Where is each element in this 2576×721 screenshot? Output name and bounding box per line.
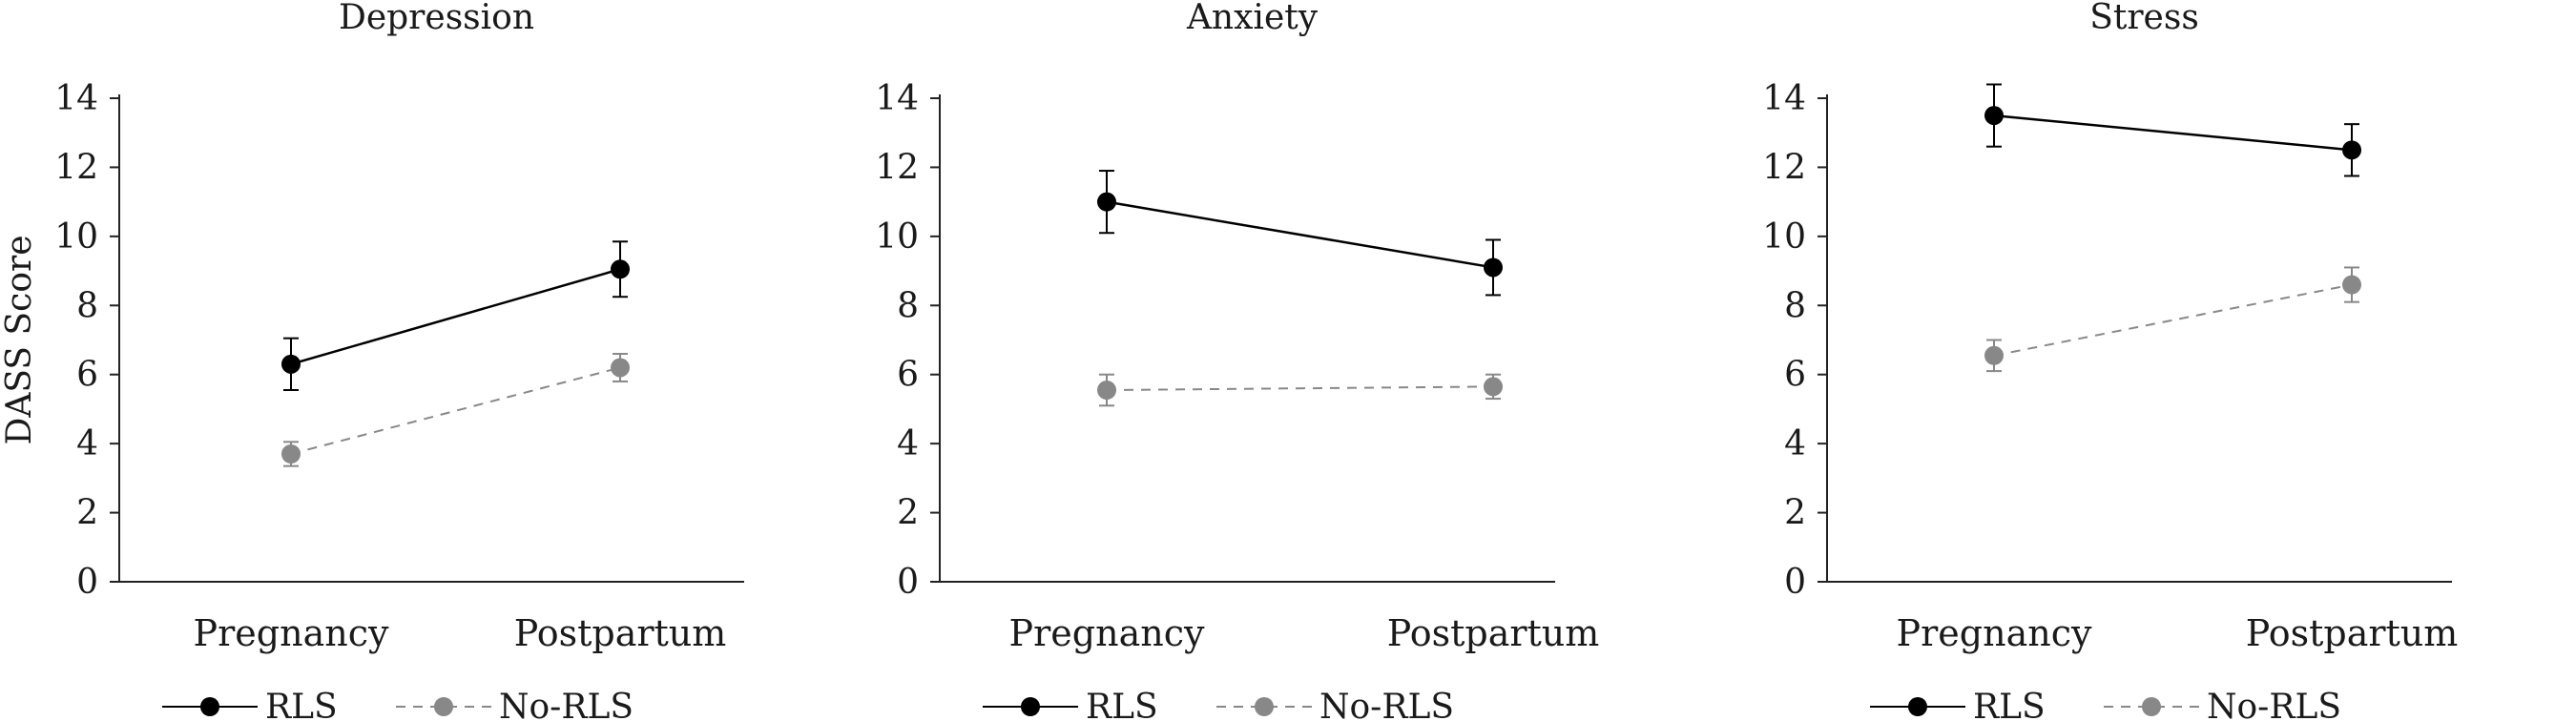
- data-point: [1097, 381, 1116, 401]
- x-category-label: Postpartum: [2246, 612, 2459, 654]
- chart-title: Anxiety: [1186, 0, 1319, 37]
- data-point: [1484, 377, 1503, 397]
- y-tick-label: 6: [897, 356, 919, 395]
- chart-panel-anxiety: Anxiety 0 2 4 6 8 10 12 14 Pregnancy Postpartum RLS…: [875, 0, 1599, 721]
- y-tick-label: 14: [1762, 79, 1806, 118]
- legend-label: No-RLS: [1319, 688, 1454, 721]
- data-point: [1984, 106, 2004, 126]
- chart-title: Stress: [2089, 0, 2199, 37]
- series-line-no-rls: [1106, 385, 1494, 392]
- y-tick-label: 12: [875, 148, 919, 187]
- x-category-label: Pregnancy: [1897, 612, 2092, 654]
- legend-label: No-RLS: [2207, 688, 2341, 721]
- legend-label: RLS: [265, 688, 338, 721]
- y-tick-label: 4: [1784, 424, 1806, 464]
- y-tick-label: 10: [1762, 217, 1806, 257]
- y-tick-label: 10: [875, 217, 919, 257]
- y-tick-label: 4: [76, 424, 98, 464]
- series-line-no-rls: [1993, 283, 2353, 357]
- chart-title: Depression: [339, 0, 534, 37]
- legend-marker-no-rls: [1255, 697, 1274, 716]
- y-tick-label: 0: [897, 563, 919, 602]
- y-tick-label: 8: [897, 286, 919, 325]
- y-tick-label: 0: [1784, 563, 1806, 602]
- y-tick-label: 2: [897, 494, 919, 533]
- y-tick-label: 8: [76, 286, 98, 325]
- series-line-no-rls: [290, 366, 621, 455]
- data-point: [611, 358, 630, 378]
- data-point: [1484, 258, 1503, 278]
- y-tick-label: 0: [76, 563, 98, 602]
- y-tick-label: 6: [1784, 356, 1806, 395]
- series-line-rls: [1993, 113, 2353, 152]
- data-point: [281, 444, 301, 464]
- data-point: [611, 259, 630, 279]
- legend-label: RLS: [1973, 688, 2046, 721]
- y-tick-label: 4: [897, 424, 919, 464]
- legend-marker-no-rls: [434, 697, 453, 716]
- x-category-label: Pregnancy: [194, 612, 389, 654]
- data-point: [1984, 345, 2004, 365]
- y-tick-label: 12: [54, 148, 98, 187]
- series-line-rls: [290, 268, 621, 366]
- y-axis-label: DASS Score: [0, 235, 39, 444]
- y-tick-label: 14: [54, 79, 98, 118]
- legend-marker-rls: [200, 697, 219, 716]
- y-tick-label: 8: [1784, 286, 1806, 325]
- y-tick-label: 6: [76, 356, 98, 395]
- y-tick-label: 10: [54, 217, 98, 257]
- data-point: [2342, 140, 2361, 160]
- y-tick-label: 2: [1784, 494, 1806, 533]
- legend-marker-rls: [1021, 697, 1040, 716]
- chart-panel-stress: Stress 0 2 4 6 8 10 12 14 Pregnancy Postpartum RLS N…: [1762, 0, 2458, 721]
- data-point: [281, 354, 301, 374]
- x-category-label: Pregnancy: [1009, 612, 1205, 654]
- data-point: [2342, 275, 2361, 295]
- legend-label: No-RLS: [499, 688, 634, 721]
- legend-marker-no-rls: [2142, 697, 2161, 716]
- data-point: [1097, 192, 1116, 212]
- legend-marker-rls: [1908, 697, 1927, 716]
- legend-label: RLS: [1086, 688, 1158, 721]
- y-tick-label: 14: [875, 79, 919, 118]
- chart-panel-depression: Depression DASS Score 0 2 4 6 8 10 12 14 Pregnancy…: [0, 0, 744, 721]
- series-line-rls: [1106, 200, 1494, 269]
- y-tick-label: 12: [1762, 148, 1806, 187]
- x-category-label: Postpartum: [514, 612, 727, 654]
- y-tick-label: 2: [76, 494, 98, 533]
- x-category-label: Postpartum: [1387, 612, 1600, 654]
